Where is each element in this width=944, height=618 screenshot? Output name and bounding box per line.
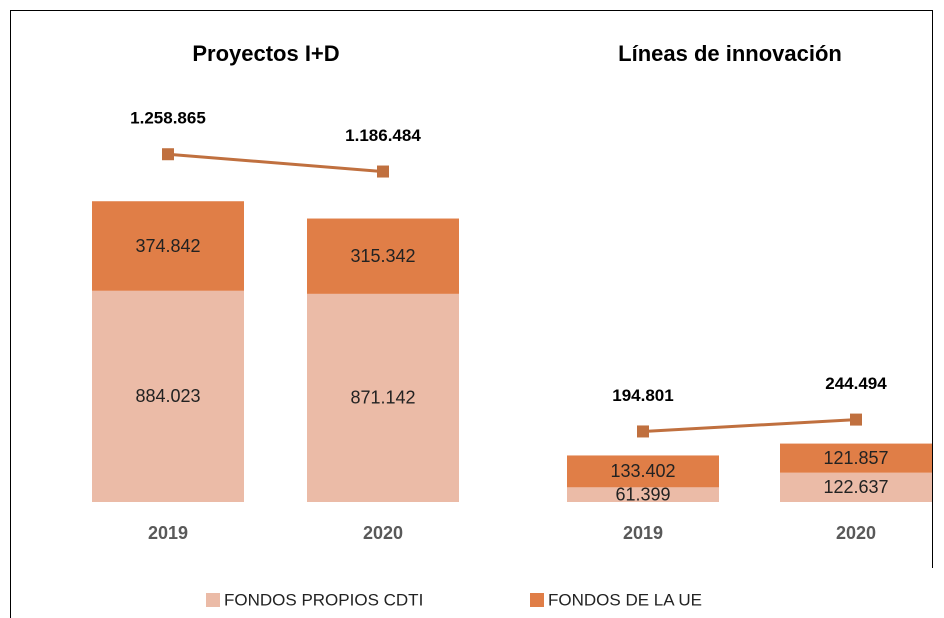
data-label: 871.142 [350, 388, 415, 408]
total-line [642, 418, 857, 433]
total-label: 244.494 [825, 374, 887, 393]
bar-segment [780, 443, 932, 473]
bar-segment [307, 293, 459, 502]
total-marker [850, 413, 862, 426]
bar-segment [567, 455, 719, 488]
total-label: 1.258.865 [130, 109, 206, 128]
legend-swatch [530, 593, 544, 607]
bar-segment [780, 472, 932, 502]
legend-label: FONDOS PROPIOS CDTI [224, 590, 423, 609]
data-label: 374.842 [135, 236, 200, 256]
total-marker [162, 148, 174, 161]
legend-label: FONDOS DE LA UE [548, 590, 702, 609]
data-label: 61.399 [615, 484, 670, 504]
total-label: 1.186.484 [345, 126, 421, 145]
data-label: 315.342 [350, 246, 415, 266]
data-label: 122.637 [823, 477, 888, 497]
data-label: 884.023 [135, 386, 200, 406]
total-marker [377, 165, 389, 178]
legend-swatch [206, 593, 220, 607]
bar-segment [92, 201, 244, 291]
x-tick-label: 2019 [623, 523, 663, 543]
x-tick-label: 2019 [148, 523, 188, 543]
data-label: 133.402 [610, 461, 675, 481]
frame [10, 10, 933, 618]
x-tick-label: 2020 [363, 523, 403, 543]
bar-segment [567, 487, 719, 502]
x-tick-label: 2020 [836, 523, 876, 543]
total-label: 194.801 [612, 386, 673, 405]
bar-segment [92, 290, 244, 502]
data-label: 121.857 [823, 448, 888, 468]
chart-title: Proyectos I+D [192, 41, 339, 66]
total-line [167, 152, 384, 174]
chart-title: Líneas de innovación [618, 41, 842, 66]
bar-segment [307, 218, 459, 294]
total-marker [637, 425, 649, 438]
